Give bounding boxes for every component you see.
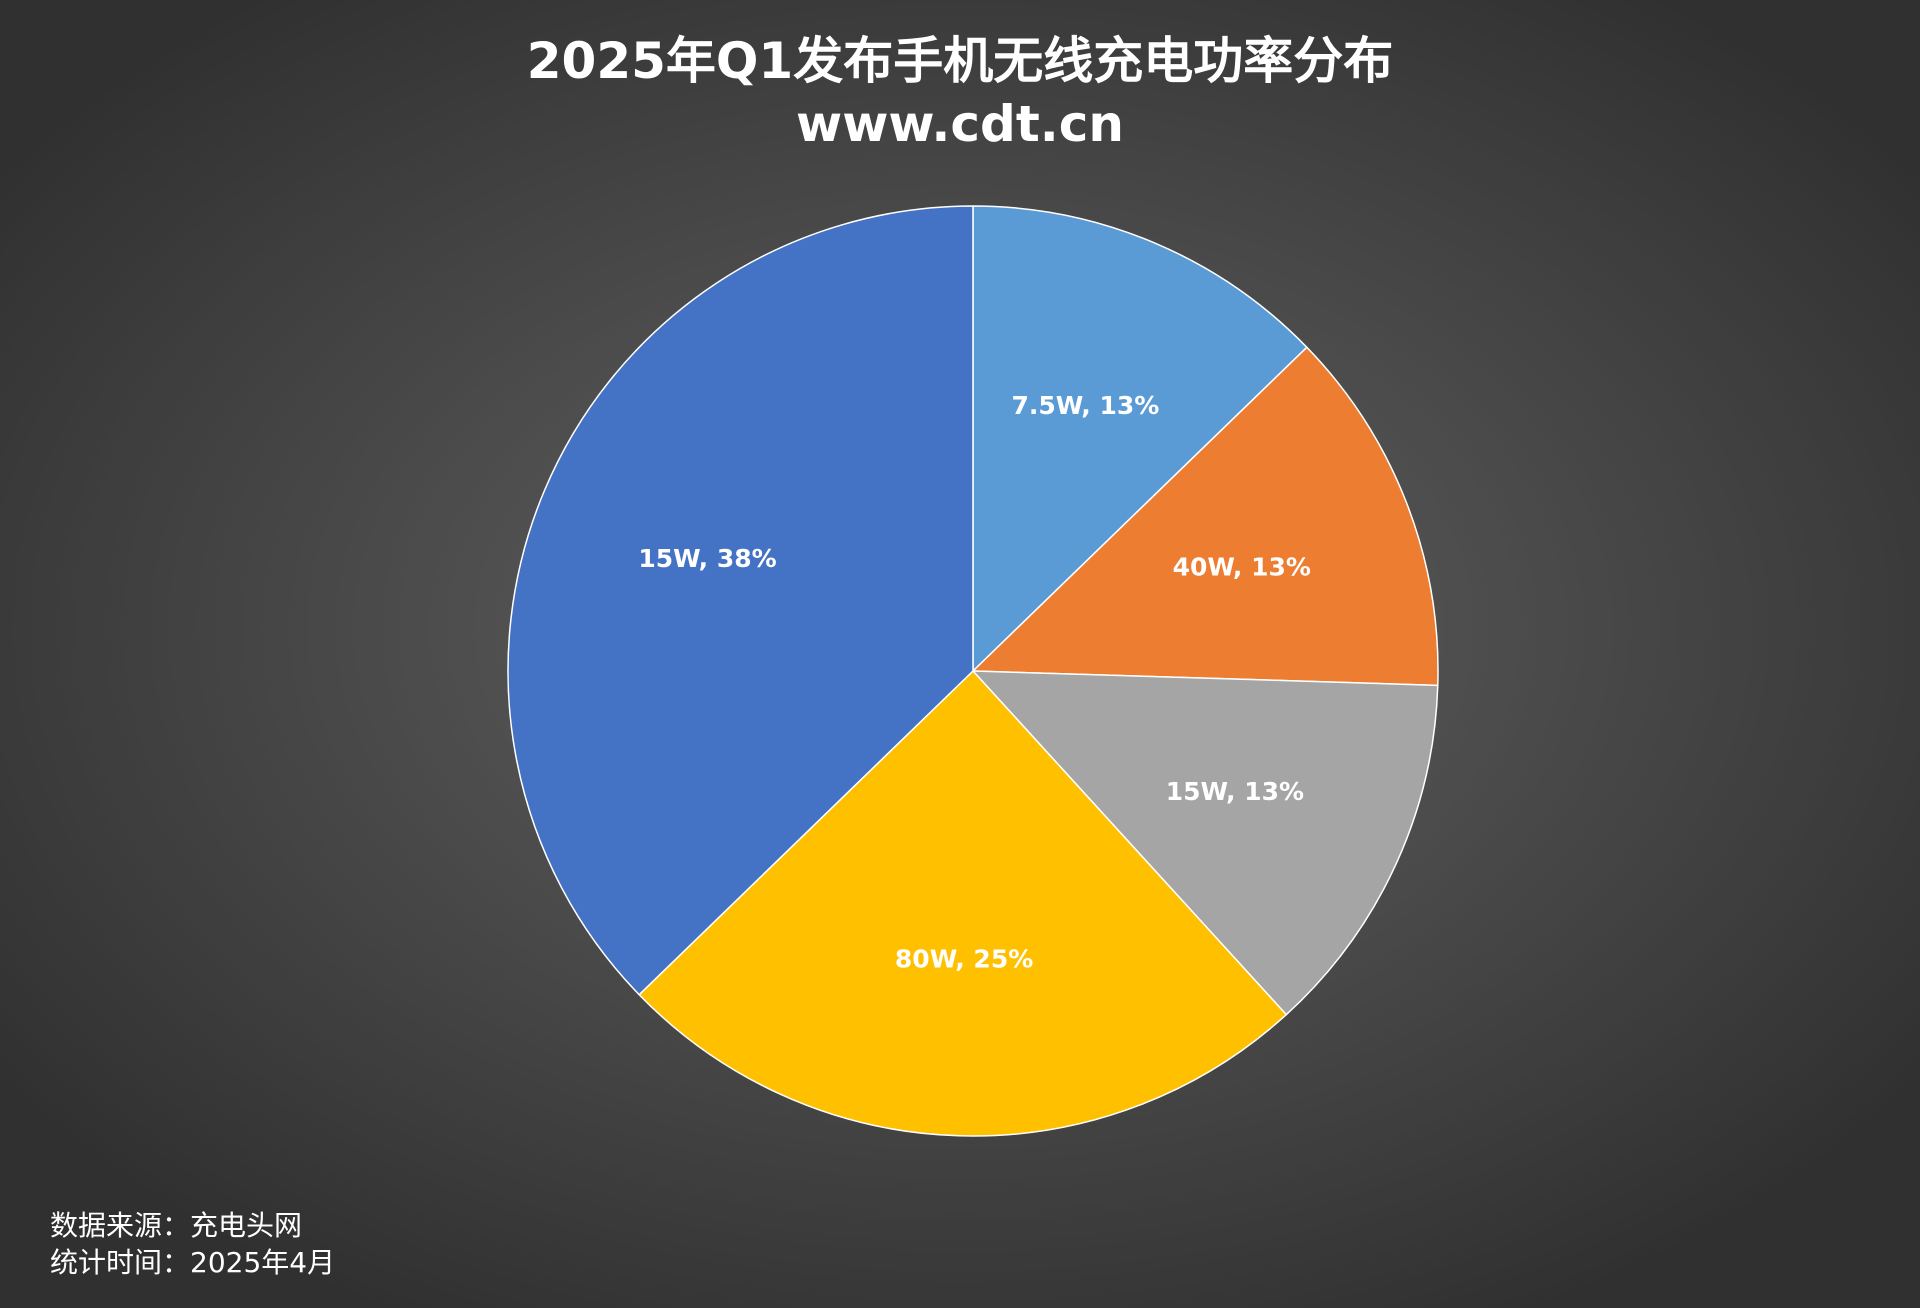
- pie-slice-15w-2: [972, 670, 1439, 1016]
- pie-slice-15w-4: [507, 205, 974, 996]
- chart-title: 2025年Q1发布手机无线充电功率分布: [526, 32, 1394, 90]
- slice-label-0: 7.5W, 13%: [1011, 391, 1159, 420]
- pie-slice-80w-3: [638, 670, 1288, 1137]
- pie-slice-7-5w-0: [972, 205, 1308, 672]
- pie-labels: 7.5W, 13% 40W, 13% 15W, 13% 80W, 25% 15W, 38…: [638, 391, 1311, 974]
- slice-label-2: 15W, 13%: [1166, 777, 1304, 806]
- chart-subtitle: www.cdt.cn: [796, 95, 1124, 153]
- slice-label-4: 15W, 38%: [638, 544, 776, 573]
- footnote-source: 数据来源：充电头网: [50, 1209, 303, 1242]
- pie-slices: [507, 205, 1439, 1137]
- slice-label-1: 40W, 13%: [1173, 552, 1311, 581]
- slice-label-3: 80W, 25%: [895, 945, 1033, 974]
- footnote-date: 统计时间：2025年4月: [50, 1246, 336, 1279]
- pie-slice-40w-1: [972, 346, 1439, 687]
